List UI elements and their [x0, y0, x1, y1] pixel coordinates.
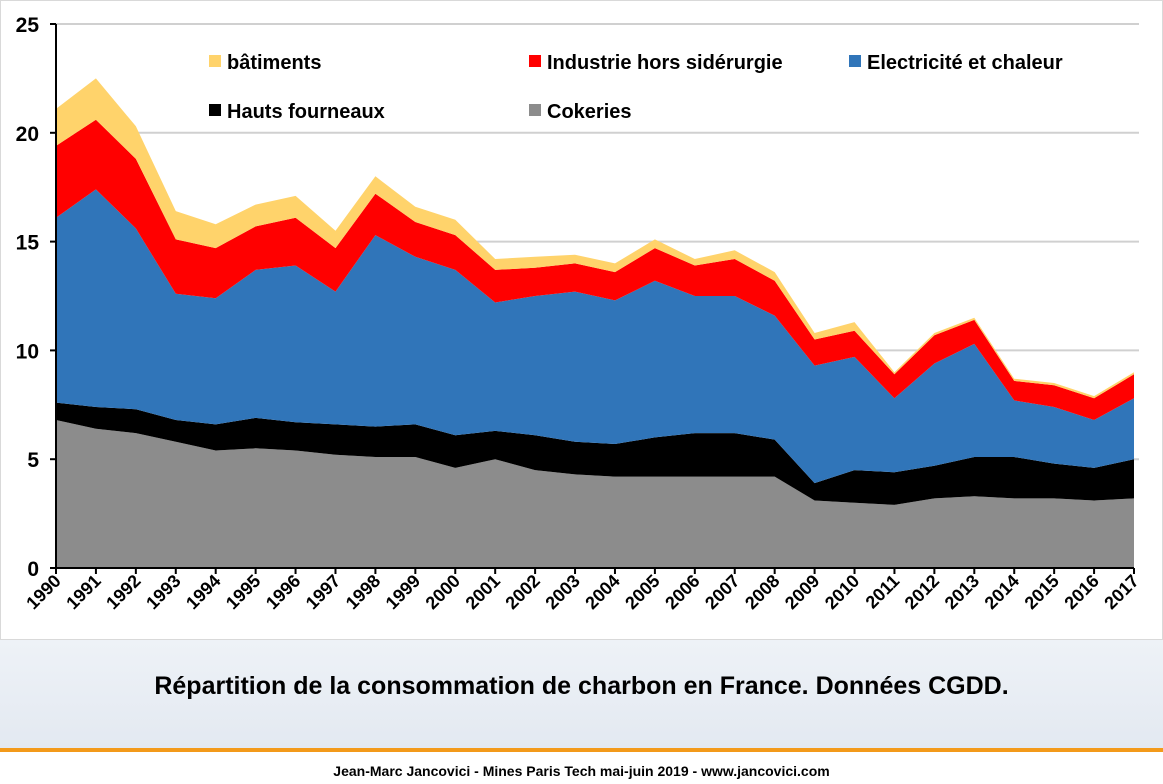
footer-divider — [0, 748, 1163, 752]
y-tick-label: 20 — [16, 123, 39, 146]
x-tick-label: 1993 — [142, 571, 184, 613]
x-tick-label: 1998 — [342, 571, 384, 613]
x-tick-label: 2001 — [462, 571, 504, 613]
x-tick-label: 1991 — [62, 571, 104, 613]
plot-areas — [56, 78, 1134, 568]
x-tick-label: 2007 — [701, 571, 743, 613]
x-tick-label: 2010 — [821, 571, 863, 613]
area-hauts-fourneaux — [56, 402, 1134, 505]
chart-caption: Répartition de la consommation de charbo… — [154, 672, 1009, 700]
x-tick-label: 2002 — [501, 571, 543, 613]
legend-label-electricite-et-chaleur: Electricité et chaleur — [867, 52, 1063, 74]
y-tick-label: 15 — [16, 232, 40, 255]
x-tick-label: 2013 — [941, 571, 983, 613]
x-tick-label: 1995 — [222, 571, 264, 613]
x-tick-label: 2006 — [661, 571, 703, 613]
stacked-area-chart: 0510152025199019911992199319941995199619… — [16, 14, 1143, 613]
legend-label-batiments: bâtiments — [227, 52, 321, 74]
x-tick-label: 1997 — [302, 571, 344, 613]
footer-band — [0, 752, 1163, 784]
x-tick-label: 2012 — [901, 571, 943, 613]
x-tick-label: 2004 — [581, 571, 623, 613]
area-cokeries — [56, 420, 1134, 568]
x-tick-label: 2015 — [1021, 571, 1063, 613]
x-tick-label: 2016 — [1060, 571, 1102, 613]
x-tick-label: 2017 — [1100, 571, 1142, 613]
x-tick-label: 2003 — [541, 571, 583, 613]
legend-swatch-industrie-hors-siderurgie — [529, 55, 541, 67]
x-tick-label: 1999 — [382, 571, 424, 613]
footer-credit: Jean-Marc Jancovici - Mines Paris Tech m… — [333, 763, 830, 779]
legend-label-hauts-fourneaux: Hauts fourneaux — [227, 101, 385, 123]
caption-band — [0, 640, 1163, 748]
legend-label-cokeries: Cokeries — [547, 101, 632, 123]
legend-swatch-batiments — [209, 55, 221, 67]
x-tick-label: 2008 — [741, 571, 783, 613]
legend-swatch-electricite-et-chaleur — [849, 55, 861, 67]
y-tick-label: 5 — [27, 449, 39, 472]
x-tick-label: 1994 — [182, 571, 224, 613]
x-tick-label: 2005 — [621, 571, 663, 613]
area-electricite-et-chaleur — [56, 189, 1134, 484]
x-tick-label: 2009 — [781, 571, 823, 613]
legend-swatch-cokeries — [529, 104, 541, 116]
y-tick-label: 25 — [16, 14, 40, 37]
x-tick-label: 2011 — [862, 571, 904, 613]
x-tick-label: 2014 — [981, 571, 1023, 613]
legend: bâtiments Industrie hors sidérurgie Electr… — [209, 52, 1063, 123]
y-tick-label: 10 — [16, 340, 39, 363]
x-tick-label: 1996 — [262, 571, 304, 613]
x-tick-label: 1992 — [102, 571, 144, 613]
legend-swatch-hauts-fourneaux — [209, 104, 221, 116]
legend-label-industrie-hors-siderurgie: Industrie hors sidérurgie — [547, 52, 783, 74]
y-tick-label: 0 — [27, 558, 39, 581]
x-tick-label: 2000 — [422, 571, 464, 613]
chart-panel: 0 5 10 15 20 25 1990 1991 1992 1993 1994 1995 1996 19… — [0, 0, 1163, 640]
area-industrie-hors-siderurgie — [56, 119, 1134, 420]
